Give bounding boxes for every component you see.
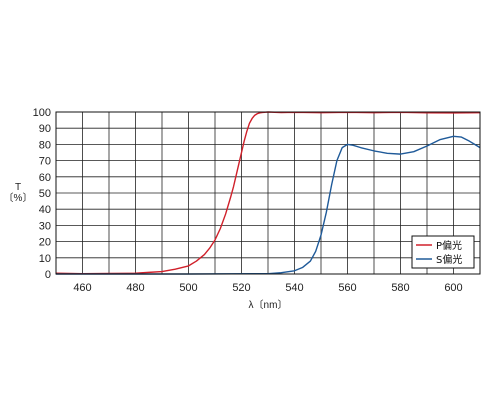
legend: P偏光 S偏光	[411, 235, 475, 269]
x-tick-label: 500	[179, 282, 197, 294]
x-tick-labels: 460 480 500 520 540 560 580 600	[73, 282, 462, 294]
x-axis-title: λ〔nm〕	[249, 299, 288, 311]
x-tick-label: 480	[126, 282, 144, 294]
y-tick-label: 60	[39, 172, 51, 184]
y-tick-label: 0	[45, 269, 51, 281]
y-tick-label: 40	[39, 204, 51, 216]
grid-lines	[56, 112, 480, 274]
y-tick-label: 70	[39, 156, 51, 168]
plot-frame	[55, 111, 481, 275]
series-line-s	[56, 135, 481, 275]
series-lines	[55, 111, 481, 275]
x-tick-label: 460	[73, 282, 91, 294]
series-line-p	[55, 111, 481, 275]
y-tick-label: 50	[39, 188, 51, 200]
y-tick-label: 80	[39, 139, 51, 151]
x-tick-label: 540	[285, 282, 303, 294]
x-tick-label: 600	[444, 282, 462, 294]
y-tick-label: 30	[39, 220, 51, 232]
x-tick-label: 520	[232, 282, 250, 294]
y-axis-unit: 〔%〕	[4, 192, 33, 204]
legend-box	[411, 235, 475, 269]
y-tick-labels: 0 10 20 30 40 50 60 70 80 90 100	[33, 107, 51, 281]
y-tick-label: 10	[39, 253, 51, 265]
y-axis-title: T	[15, 182, 21, 193]
legend-label-s: S偏光	[436, 253, 462, 266]
y-tick-label: 20	[39, 237, 51, 249]
x-tick-label: 580	[391, 282, 409, 294]
y-tick-label: 100	[33, 107, 51, 119]
x-tick-label: 560	[338, 282, 356, 294]
y-tick-label: 90	[39, 123, 51, 135]
legend-label-p: P偏光	[436, 239, 462, 252]
